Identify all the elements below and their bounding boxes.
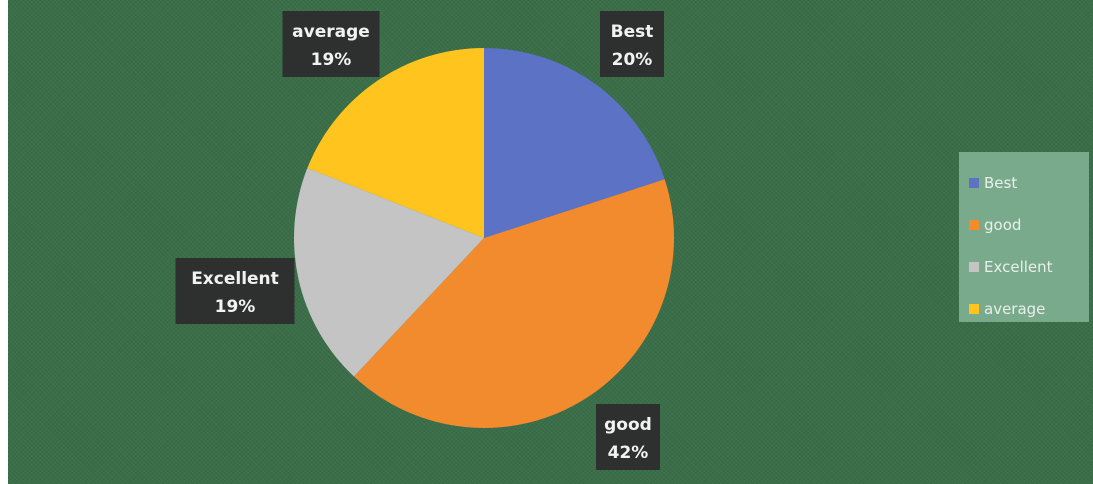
legend-swatch: [969, 304, 979, 314]
legend-label: good: [984, 216, 1022, 234]
legend-swatch: [969, 178, 979, 188]
pie-slice-excellent: [294, 168, 484, 377]
data-label-category: good: [604, 415, 652, 435]
legend-item-excellent: Excellent: [969, 246, 1089, 288]
legend: Best good Excellent average: [959, 152, 1089, 322]
legend-item-best: Best: [969, 162, 1089, 204]
data-label-category: Best: [611, 22, 654, 42]
data-label-excellent: Excellent 19%: [175, 258, 295, 324]
data-label-category: Excellent: [191, 269, 279, 289]
pie-slice-average: [307, 48, 484, 238]
data-label-value: 42%: [608, 443, 649, 463]
data-label-good: good 42%: [596, 404, 660, 470]
pie-slice-best: [484, 48, 665, 238]
data-label-category: average: [292, 22, 370, 42]
data-label-value: 20%: [612, 50, 653, 70]
data-label-average: average 19%: [282, 11, 380, 77]
data-label-value: 19%: [311, 50, 352, 70]
pie-slice-good: [353, 179, 675, 429]
data-label-best: Best 20%: [600, 11, 664, 77]
pie-chart: Best 20% good 42% Excellent 19% average 19%: [175, 11, 675, 470]
legend-label: Best: [984, 174, 1018, 192]
legend-item-good: good: [969, 204, 1089, 246]
legend-swatch: [969, 220, 979, 230]
chart-area: Best 20% good 42% Excellent 19% average 19% Bes…: [8, 0, 1093, 484]
legend-label: average: [984, 300, 1046, 318]
legend-item-average: average: [969, 288, 1089, 330]
legend-label: Excellent: [984, 258, 1053, 276]
legend-swatch: [969, 262, 979, 272]
data-label-value: 19%: [215, 297, 256, 317]
